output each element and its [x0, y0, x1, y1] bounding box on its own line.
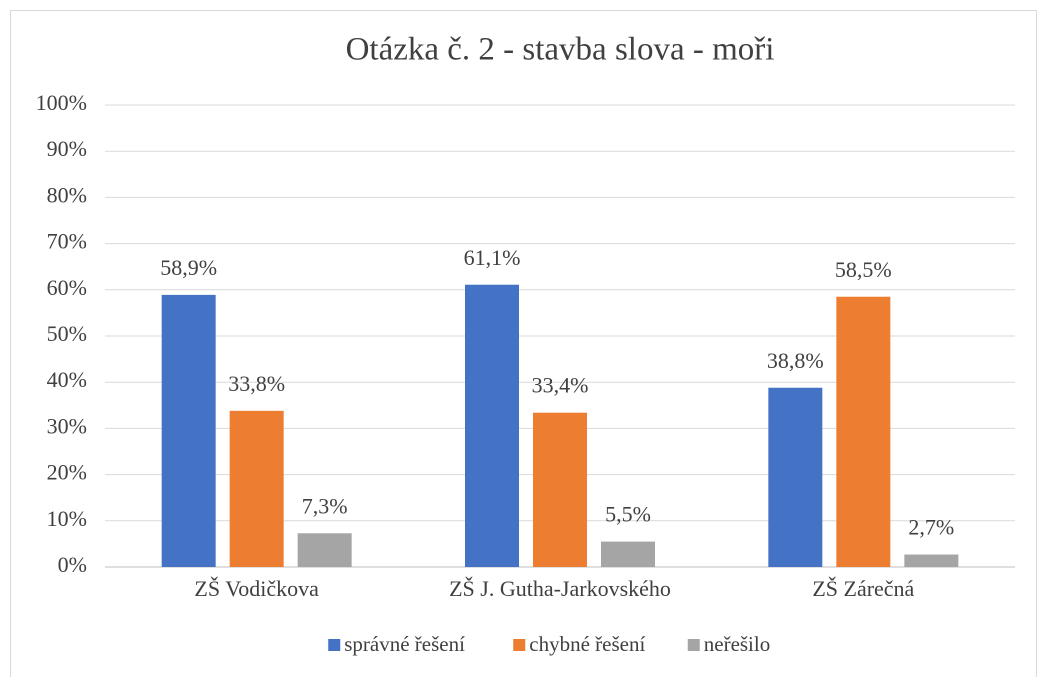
- legend-label: neřešilo: [704, 632, 770, 656]
- bar: [297, 533, 352, 567]
- value-label: 58,5%: [835, 257, 892, 282]
- y-tick-label: 10%: [47, 506, 87, 531]
- bar: [533, 412, 587, 567]
- value-label: 2,7%: [908, 515, 954, 540]
- bar: [836, 296, 891, 567]
- bar: [161, 294, 216, 567]
- bar: [229, 410, 284, 567]
- legend-swatch: [328, 639, 341, 651]
- bar: [465, 284, 519, 567]
- chart-title: Otázka č. 2 - stavba slova - moři: [346, 32, 775, 68]
- y-tick-label: 70%: [47, 229, 87, 254]
- y-tick-label: 60%: [47, 275, 87, 300]
- y-tick-label: 0%: [58, 552, 87, 577]
- legend-swatch: [513, 639, 526, 651]
- legend-swatch: [687, 639, 700, 651]
- bar: [768, 387, 823, 567]
- legend-label: správné řešení: [344, 632, 465, 656]
- value-label: 58,9%: [160, 255, 217, 280]
- x-tick-label: ZŠ Zárečná: [812, 576, 914, 601]
- y-tick-label: 50%: [47, 321, 87, 346]
- value-label: 7,3%: [302, 493, 348, 518]
- y-tick-label: 100%: [36, 90, 87, 115]
- bar: [904, 554, 959, 567]
- value-label: 33,4%: [532, 373, 589, 398]
- x-tick-label: ZŠ Vodičkova: [194, 576, 319, 601]
- y-tick-label: 40%: [47, 367, 87, 392]
- y-tick-label: 90%: [47, 136, 87, 161]
- value-label: 5,5%: [605, 502, 651, 527]
- value-label: 61,1%: [464, 245, 521, 270]
- value-label: 38,8%: [767, 348, 824, 373]
- x-tick-label: ZŠ J. Gutha-Jarkovského: [449, 576, 671, 601]
- bar: [601, 541, 655, 567]
- value-label: 33,8%: [228, 371, 285, 396]
- chart-border: [10, 10, 1037, 677]
- y-tick-label: 30%: [47, 413, 87, 438]
- legend-label: chybné řešení: [529, 632, 645, 656]
- y-tick-label: 80%: [47, 182, 87, 207]
- y-tick-label: 20%: [47, 460, 87, 485]
